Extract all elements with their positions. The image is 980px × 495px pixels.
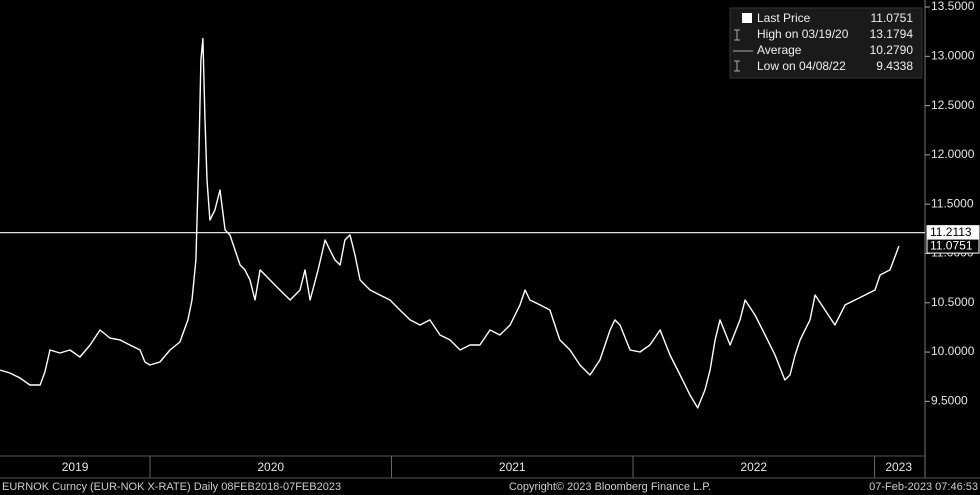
legend-label: High on 03/19/20 [757,27,849,41]
x-tick-label: 2023 [885,460,912,474]
axis-value-label: 11.2113 [930,225,972,239]
y-tick-label: 9.5000 [931,394,968,408]
y-tick-label: 12.0000 [931,147,975,161]
y-tick-label: 10.0000 [931,344,975,358]
y-tick-label: 10.5000 [931,295,975,309]
legend-label: Average [757,43,802,57]
y-tick-label: 12.5000 [931,98,975,112]
legend-value: 9.4338 [876,59,913,73]
legend-icon [734,29,740,41]
y-tick-label: 13.0000 [931,48,975,62]
legend-icon [742,13,752,23]
legend-label: Low on 04/08/22 [757,59,846,73]
y-tick-label: 13.5000 [931,0,975,13]
legend-box [729,7,923,79]
legend-label: Last Price [757,11,811,25]
footer-center: Copyright© 2023 Bloomberg Finance L.P. [509,481,711,493]
legend-icon [734,60,740,72]
x-tick-label: 2019 [62,460,89,474]
footer-right: 07-Feb-2023 07:46:53 [869,481,978,493]
axis-value-box [926,238,980,254]
axis-value-label: 11.0751 [930,238,973,252]
legend-value: 11.0751 [871,11,914,25]
x-tick-label: 2022 [740,460,767,474]
legend: Last Price 11.0751 High on 03/19/20 13.1… [729,7,923,79]
footer-left: EURNOK Curncy (EUR-NOK X-RATE) Daily 08F… [2,481,341,493]
x-tick-label: 2021 [499,460,526,474]
y-tick-label: 11.5000 [931,196,974,210]
price-line [0,37,900,409]
legend-value: 13.1794 [870,27,914,41]
x-tick-label: 2020 [257,460,284,474]
legend-value: 10.2790 [870,43,914,57]
